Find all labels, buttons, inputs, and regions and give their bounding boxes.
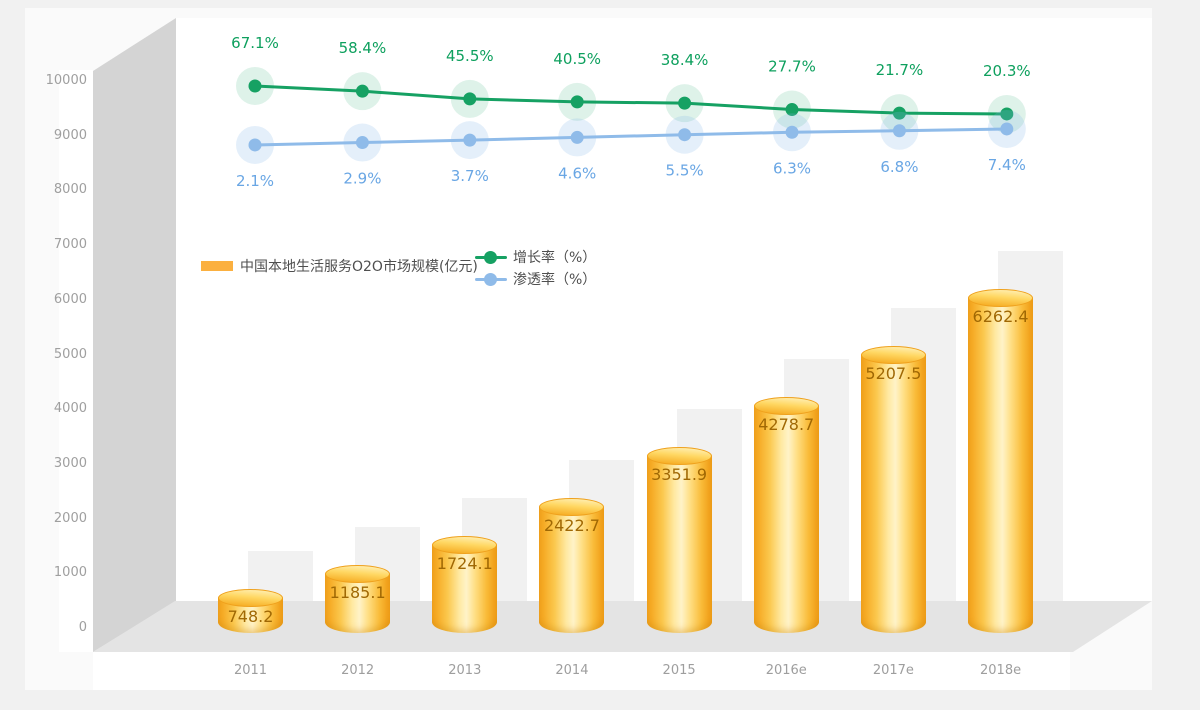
y-axis-label: 10000: [45, 73, 87, 88]
y-axis-label: 6000: [53, 291, 87, 307]
penetration-rate-line-icon: [475, 272, 507, 286]
bar-value-label: 6262.4: [972, 306, 1029, 326]
bar-top-2014[interactable]: [539, 497, 605, 516]
y-axis-label: 5000: [53, 346, 87, 362]
x-axis-label-2014: 2014: [555, 663, 589, 678]
legend-line-items: 增长率（%） 渗透率（%）: [475, 246, 596, 290]
legend-item-growth-rate[interactable]: 增长率（%）: [475, 246, 596, 268]
y-axis-label: 1000: [53, 565, 87, 581]
y-axis-label: 9000: [53, 127, 87, 143]
bar-value-label: 1185.1: [329, 583, 386, 603]
x-axis-label-2017e: 2017e: [872, 663, 914, 678]
legend-item-penetration-rate[interactable]: 渗透率（%）: [475, 268, 596, 290]
bar-value-label: 748.2: [227, 607, 274, 627]
bar-2017e[interactable]: [860, 355, 926, 633]
bar-top-2011[interactable]: [218, 589, 283, 608]
y-axis-label: 3000: [53, 455, 87, 471]
y-axis-label: 2000: [53, 510, 87, 526]
bar-2018e[interactable]: [968, 297, 1034, 633]
x-axis-label-2013: 2013: [448, 663, 482, 678]
bar-2016e[interactable]: [753, 405, 819, 633]
bar-value-label: 5207.5: [865, 364, 922, 384]
y-axis-background: [59, 70, 93, 652]
left-wall-3d: [93, 18, 176, 652]
market-size-swatch-icon: [201, 261, 233, 271]
bar-top-2012[interactable]: [325, 565, 391, 584]
y-axis-label: 4000: [53, 401, 87, 417]
x-axis-label-2012: 2012: [341, 663, 375, 678]
y-axis-label: 7000: [53, 237, 87, 253]
bar-top-2018e[interactable]: [968, 288, 1034, 307]
x-axis-label-2015: 2015: [662, 663, 696, 678]
growth-rate-line-icon: [475, 250, 507, 264]
bar-top-2017e[interactable]: [860, 346, 926, 365]
bar-value-label: 1724.1: [436, 554, 493, 574]
bar-top-2013[interactable]: [432, 536, 498, 555]
x-axis-label-2011: 2011: [233, 663, 268, 678]
x-axis-strip: [93, 652, 1070, 690]
bar-top-2016e[interactable]: [753, 396, 819, 415]
x-axis-label-2016e: 2016e: [765, 663, 807, 678]
bar-2012[interactable]: [325, 574, 391, 633]
bar-value-label: 4278.7: [758, 414, 815, 434]
bar-2015[interactable]: [646, 456, 712, 633]
penetration-rate-legend-label: 渗透率（%）: [513, 272, 597, 288]
legend-item-market-size[interactable]: 中国本地生活服务O2O市场规模(亿元): [201, 256, 478, 276]
bar-2013[interactable]: [432, 545, 498, 633]
market-size-legend-label: 中国本地生活服务O2O市场规模(亿元): [240, 259, 478, 275]
y-axis-label: 0: [78, 620, 87, 635]
y-axis-label: 8000: [53, 182, 87, 198]
bar-value-label: 2422.7: [543, 515, 600, 535]
bar-value-label: 3351.9: [651, 465, 708, 485]
growth-rate-legend-label: 增长率（%）: [513, 250, 597, 266]
bar-2014[interactable]: [539, 506, 605, 633]
bar-top-2015[interactable]: [646, 447, 712, 466]
x-axis-label-2018e: 2018e: [980, 663, 1022, 678]
